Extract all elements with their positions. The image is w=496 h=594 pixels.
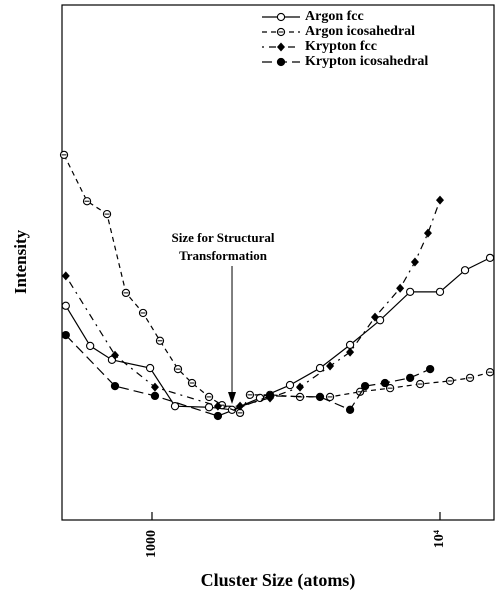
marker [346, 347, 355, 357]
marker [285, 380, 295, 390]
marker [375, 316, 385, 325]
marker [150, 391, 160, 401]
legend-label: Argon icosahedral [305, 24, 415, 39]
series-line [63, 154, 491, 414]
marker [345, 340, 355, 350]
series-line [65, 199, 441, 407]
legend-label: Argon fcc [305, 9, 364, 24]
marker [61, 330, 70, 340]
x-tick-label: 1000 [144, 530, 159, 558]
marker [213, 401, 222, 411]
marker [61, 301, 70, 310]
marker [360, 381, 370, 391]
marker [405, 287, 415, 297]
legend-label: Krypton icosahedral [305, 54, 428, 69]
y-axis-label: Intensity [11, 229, 30, 294]
marker [396, 283, 405, 293]
marker [145, 363, 155, 373]
marker [326, 361, 335, 371]
marker [111, 350, 120, 360]
marker [277, 42, 285, 52]
marker [86, 341, 95, 351]
marker [380, 378, 390, 388]
annotation-arrowhead [228, 392, 237, 404]
marker [315, 392, 325, 402]
marker [150, 382, 159, 392]
marker [61, 271, 70, 281]
marker [460, 266, 470, 275]
marker [435, 195, 444, 205]
marker [295, 382, 304, 392]
plot-frame [61, 4, 495, 521]
marker [276, 57, 286, 67]
marker [425, 364, 435, 374]
marker [405, 373, 415, 383]
marker [410, 257, 419, 267]
annotation-text: Size for Structural [171, 230, 274, 245]
x-axis-label: Cluster Size (atoms) [201, 570, 356, 591]
annotation-text: Transformation [179, 248, 268, 263]
marker [435, 287, 445, 297]
annotation: Size for Structural Transformation [171, 230, 275, 404]
marker [213, 411, 223, 421]
x-tick-label: 10⁴ [432, 529, 447, 548]
marker [170, 402, 180, 411]
series-line [65, 334, 431, 417]
marker [315, 363, 325, 373]
marker [110, 381, 120, 391]
marker [371, 312, 380, 322]
marker [265, 391, 275, 401]
marker [345, 405, 355, 414]
marker [485, 253, 495, 263]
series-line [65, 257, 491, 411]
marker [276, 12, 286, 22]
legend-label: Krypton fcc [305, 39, 377, 54]
marker [423, 228, 432, 238]
